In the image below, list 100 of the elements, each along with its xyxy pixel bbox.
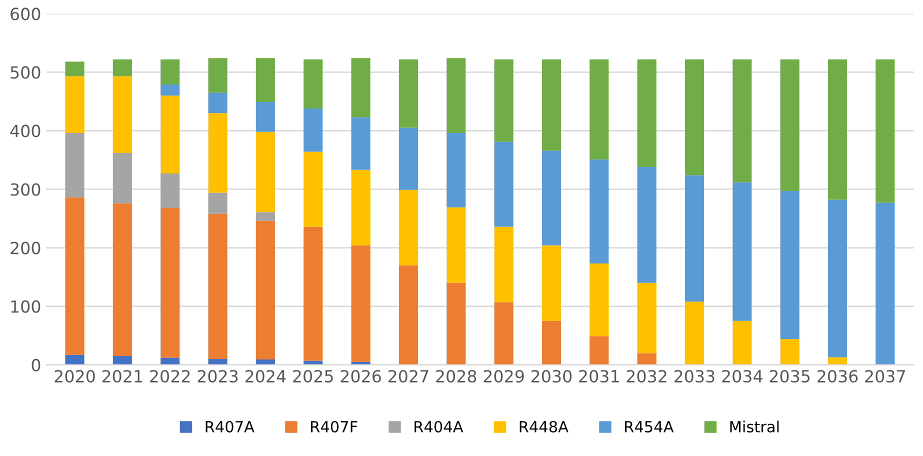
bar bbox=[446, 58, 466, 134]
bar bbox=[256, 132, 275, 212]
bar bbox=[876, 202, 895, 365]
bar bbox=[65, 197, 84, 355]
legend-label: Mistral bbox=[730, 420, 779, 433]
y-tick-label: 0 bbox=[32, 358, 40, 372]
bar bbox=[637, 353, 656, 365]
bar bbox=[542, 245, 561, 321]
x-tick-label: 2037 bbox=[865, 370, 905, 383]
bar bbox=[351, 245, 370, 362]
bar bbox=[65, 62, 84, 76]
bar bbox=[732, 59, 752, 182]
x-tick-label: 2028 bbox=[436, 370, 476, 383]
legend-label: R448A bbox=[520, 420, 568, 433]
x-tick-label: 2036 bbox=[818, 370, 858, 383]
bar bbox=[65, 354, 84, 365]
x-tick-label: 2027 bbox=[388, 370, 428, 383]
bar bbox=[304, 226, 323, 361]
bar bbox=[351, 58, 370, 118]
bar bbox=[208, 113, 228, 193]
y-tick-label: 600 bbox=[10, 8, 40, 20]
bar bbox=[637, 167, 656, 283]
y-tick-label: 500 bbox=[10, 66, 40, 79]
bar bbox=[112, 356, 132, 365]
bar bbox=[590, 336, 609, 365]
bar bbox=[112, 152, 132, 204]
bar bbox=[637, 282, 656, 354]
bar bbox=[446, 282, 466, 365]
bar bbox=[256, 102, 275, 132]
bar bbox=[542, 59, 561, 151]
bar bbox=[780, 59, 800, 191]
bar bbox=[446, 133, 466, 208]
bar bbox=[828, 59, 848, 200]
bar bbox=[112, 203, 132, 356]
bar bbox=[590, 159, 609, 264]
bar bbox=[208, 58, 228, 93]
x-tick-label: 2032 bbox=[626, 370, 666, 383]
bar bbox=[112, 76, 132, 153]
x-tick-label: 2030 bbox=[531, 370, 572, 383]
bar bbox=[684, 302, 704, 365]
bar bbox=[590, 264, 609, 336]
bar bbox=[684, 59, 704, 176]
bar bbox=[160, 173, 180, 208]
bar bbox=[65, 76, 84, 134]
x-tick-label: 2020 bbox=[54, 370, 95, 383]
bar bbox=[494, 302, 514, 365]
bar bbox=[446, 207, 466, 283]
x-tick-label: 2034 bbox=[722, 370, 762, 383]
x-tick-label: 2029 bbox=[484, 370, 524, 383]
legend-label: R407F bbox=[311, 420, 358, 433]
bar bbox=[637, 59, 656, 167]
y-tick-label: 300 bbox=[10, 183, 40, 196]
bar bbox=[304, 59, 323, 108]
x-tick-label: 2031 bbox=[579, 370, 619, 383]
x-tick-label: 2035 bbox=[770, 370, 810, 383]
bar bbox=[65, 133, 84, 198]
x-tick-label: 2025 bbox=[293, 370, 333, 383]
bar bbox=[828, 357, 848, 365]
bar bbox=[351, 117, 370, 170]
bar bbox=[208, 214, 228, 359]
bar bbox=[684, 175, 704, 302]
legend-label: R407A bbox=[206, 420, 254, 433]
bar bbox=[160, 59, 180, 84]
bar bbox=[732, 320, 752, 365]
bar bbox=[590, 59, 609, 160]
x-tick-label: 2022 bbox=[150, 370, 190, 383]
x-tick-label: 2023 bbox=[198, 370, 238, 383]
legend-label: R454A bbox=[625, 421, 674, 433]
bar bbox=[828, 200, 848, 358]
legend-label: R404A bbox=[414, 420, 464, 433]
bar bbox=[542, 320, 561, 365]
bar bbox=[398, 190, 418, 266]
y-tick-label: 100 bbox=[11, 300, 40, 313]
bar bbox=[351, 170, 370, 246]
bar bbox=[398, 265, 418, 365]
x-tick-label: 2026 bbox=[340, 370, 381, 383]
bar bbox=[208, 92, 228, 114]
x-tick-label: 2033 bbox=[674, 370, 714, 383]
bar bbox=[112, 59, 132, 76]
bar bbox=[160, 208, 180, 358]
bar bbox=[732, 182, 752, 321]
bar bbox=[160, 96, 180, 174]
bar bbox=[398, 128, 418, 190]
bar bbox=[208, 192, 228, 214]
y-tick-label: 400 bbox=[10, 124, 40, 138]
bar bbox=[256, 220, 275, 360]
y-tick-label: 200 bbox=[10, 242, 40, 254]
bar bbox=[780, 339, 800, 365]
bar bbox=[780, 190, 800, 340]
x-tick-label: 2024 bbox=[245, 370, 286, 383]
bar bbox=[304, 152, 323, 227]
bar bbox=[494, 59, 514, 142]
bar bbox=[304, 108, 323, 152]
bar bbox=[160, 84, 180, 96]
bar bbox=[398, 59, 418, 128]
bar bbox=[876, 59, 895, 203]
bar bbox=[256, 212, 275, 221]
bar bbox=[494, 226, 514, 302]
x-tick-label: 2021 bbox=[102, 370, 142, 383]
bar bbox=[256, 58, 275, 102]
